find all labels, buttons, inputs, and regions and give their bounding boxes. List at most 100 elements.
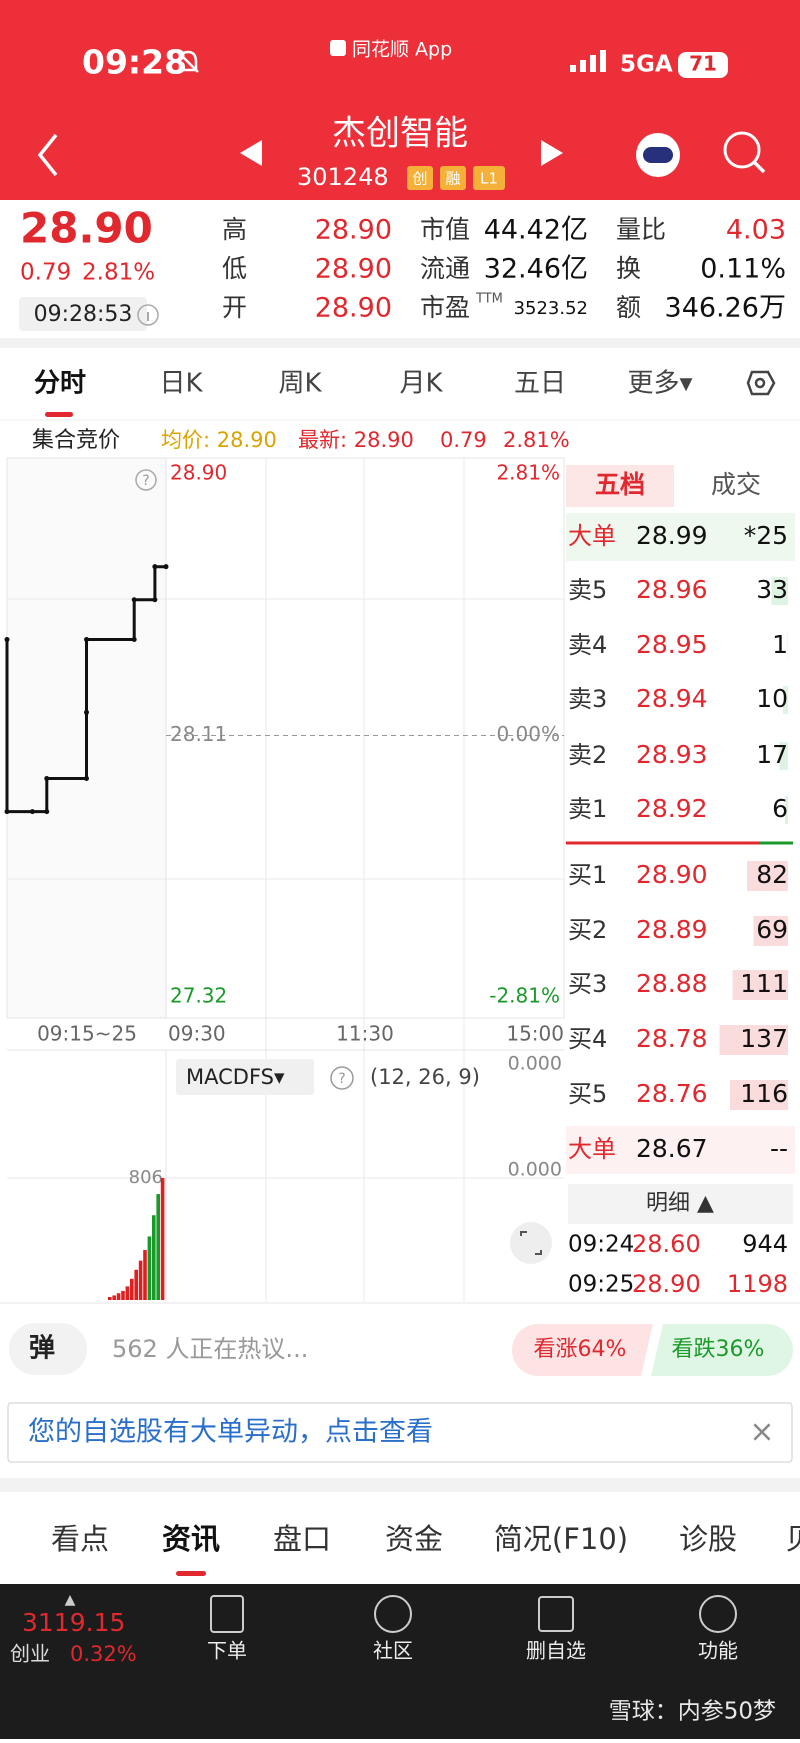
content-tab[interactable]: 看点 xyxy=(51,1522,109,1556)
book-label: 卖3 xyxy=(568,685,607,713)
index-name: 创业 xyxy=(10,1642,50,1666)
stat-value: 28.90 xyxy=(315,293,392,324)
status-time: 09:28 xyxy=(82,43,187,82)
book-volume: 17 xyxy=(756,740,788,769)
badge-label: L1 xyxy=(480,170,498,188)
index-pct: 0.32% xyxy=(70,1642,137,1666)
book-price: 28.94 xyxy=(636,684,708,713)
chart-tab[interactable]: 分时 xyxy=(34,369,86,399)
bid-volume-bar xyxy=(732,970,788,1000)
stat-label: 开 xyxy=(222,293,247,322)
trade-volume: 1198 xyxy=(727,1270,788,1298)
alert-close[interactable]: × xyxy=(749,1415,774,1450)
chart-tab[interactable]: 周K xyxy=(278,369,322,399)
stat-value: 0.11% xyxy=(700,254,786,285)
content-tab[interactable]: 资讯 xyxy=(162,1522,220,1556)
ask-volume-bar xyxy=(785,796,788,824)
badge xyxy=(440,166,466,190)
chart-tab[interactable]: 五日 xyxy=(514,369,566,399)
bull-pill[interactable] xyxy=(512,1324,653,1376)
bullet-button xyxy=(9,1323,87,1375)
alert-text[interactable]: 您的自选股有大单异动，点击查看 xyxy=(28,1417,433,1448)
big-order-row xyxy=(566,513,795,561)
price-point xyxy=(163,564,169,570)
price-point xyxy=(152,564,158,570)
volume-bar xyxy=(143,1250,147,1300)
price-point xyxy=(4,809,10,815)
book-price: 28.78 xyxy=(636,1024,708,1053)
book-volume: 82 xyxy=(756,860,788,889)
stat-label: 市盈 xyxy=(420,293,470,322)
book-label: 买5 xyxy=(568,1080,607,1108)
content-tab[interactable]: 资金 xyxy=(385,1522,443,1556)
detail-title[interactable]: 明细 ▲ xyxy=(646,1191,714,1216)
ask-volume-bar xyxy=(771,577,788,605)
stock-code: 301248 xyxy=(297,163,389,191)
chart-tab[interactable]: 月K xyxy=(399,369,443,399)
indicator-value: 0.000 xyxy=(508,1053,562,1075)
help-mark: ? xyxy=(142,473,149,489)
book-price: 28.89 xyxy=(636,915,708,944)
book-tab[interactable]: 五档 xyxy=(595,470,645,499)
settings-icon[interactable] xyxy=(746,370,776,396)
next-stock[interactable] xyxy=(541,140,563,166)
ask-volume-bar xyxy=(787,632,788,660)
price-point xyxy=(4,637,10,643)
content-tab[interactable]: 盘口 xyxy=(273,1522,331,1556)
nav-item[interactable]: 下单 xyxy=(207,1639,247,1663)
separator xyxy=(0,1478,800,1492)
stat-value: 44.42亿 xyxy=(484,215,588,246)
help-icon xyxy=(330,1066,354,1090)
nav-icon xyxy=(699,1595,737,1633)
volume-bar xyxy=(116,1293,121,1300)
help-icon xyxy=(135,469,157,491)
price-point xyxy=(29,809,35,815)
bear-vote: 看跌36% xyxy=(672,1337,765,1362)
stat-label: 高 xyxy=(222,215,247,244)
chart-tab[interactable]: 更多▾ xyxy=(627,369,692,399)
assistant-face xyxy=(643,147,673,163)
indicator-value: 0.000 xyxy=(508,1159,562,1181)
bullet-toggle[interactable]: 弹 xyxy=(29,1334,55,1364)
content-tab[interactable]: 诊股 xyxy=(679,1522,737,1556)
latest-change-pct: 2.81% xyxy=(503,428,570,452)
indicator-name[interactable]: MACDFS▾ xyxy=(186,1065,285,1089)
nav-item[interactable]: 社区 xyxy=(373,1639,413,1663)
status-network: 5GA xyxy=(620,52,673,78)
signal-bar xyxy=(600,50,606,72)
volume-bar xyxy=(121,1290,125,1300)
status-app: 同花顺 App xyxy=(352,39,452,61)
app-logo xyxy=(330,40,346,56)
chart-tab[interactable]: 日K xyxy=(159,369,203,399)
badge xyxy=(473,166,505,190)
book-volume: 33 xyxy=(756,575,788,604)
prev-stock[interactable] xyxy=(240,140,262,166)
discussion-count[interactable]: 562 人正在热议... xyxy=(112,1335,308,1363)
bear-pill[interactable] xyxy=(651,1324,793,1376)
stat-value: 3523.52 xyxy=(514,298,588,319)
content-tab[interactable]: 简况(F10) xyxy=(494,1522,628,1556)
price-point xyxy=(84,709,89,715)
search-icon[interactable] xyxy=(723,131,761,169)
book-label: 卖4 xyxy=(568,631,607,659)
book-price: 28.99 xyxy=(636,521,708,550)
book-tab[interactable]: 成交 xyxy=(711,470,761,499)
back-button[interactable] xyxy=(37,133,58,177)
stat-label: 额 xyxy=(616,293,641,322)
bid-volume-bar xyxy=(730,1080,788,1110)
volume-bar xyxy=(156,1194,160,1300)
book-label: 大单 xyxy=(568,522,616,550)
index-value: 3119.15 xyxy=(22,1608,125,1637)
stat-value: 32.46亿 xyxy=(484,254,588,285)
bid-volume-bar xyxy=(753,916,788,946)
big-order-row xyxy=(566,1126,795,1174)
book-label: 买2 xyxy=(568,916,607,944)
nav-item[interactable]: 删自选 xyxy=(526,1639,586,1663)
book-price: 28.96 xyxy=(636,575,708,604)
nav-item[interactable]: 功能 xyxy=(698,1639,738,1663)
content-tab[interactable]: 贝 xyxy=(785,1522,800,1556)
stock-name: 杰创智能 xyxy=(332,114,468,154)
stat-label-sup: TTM xyxy=(475,292,503,307)
signal-bar xyxy=(580,60,586,72)
